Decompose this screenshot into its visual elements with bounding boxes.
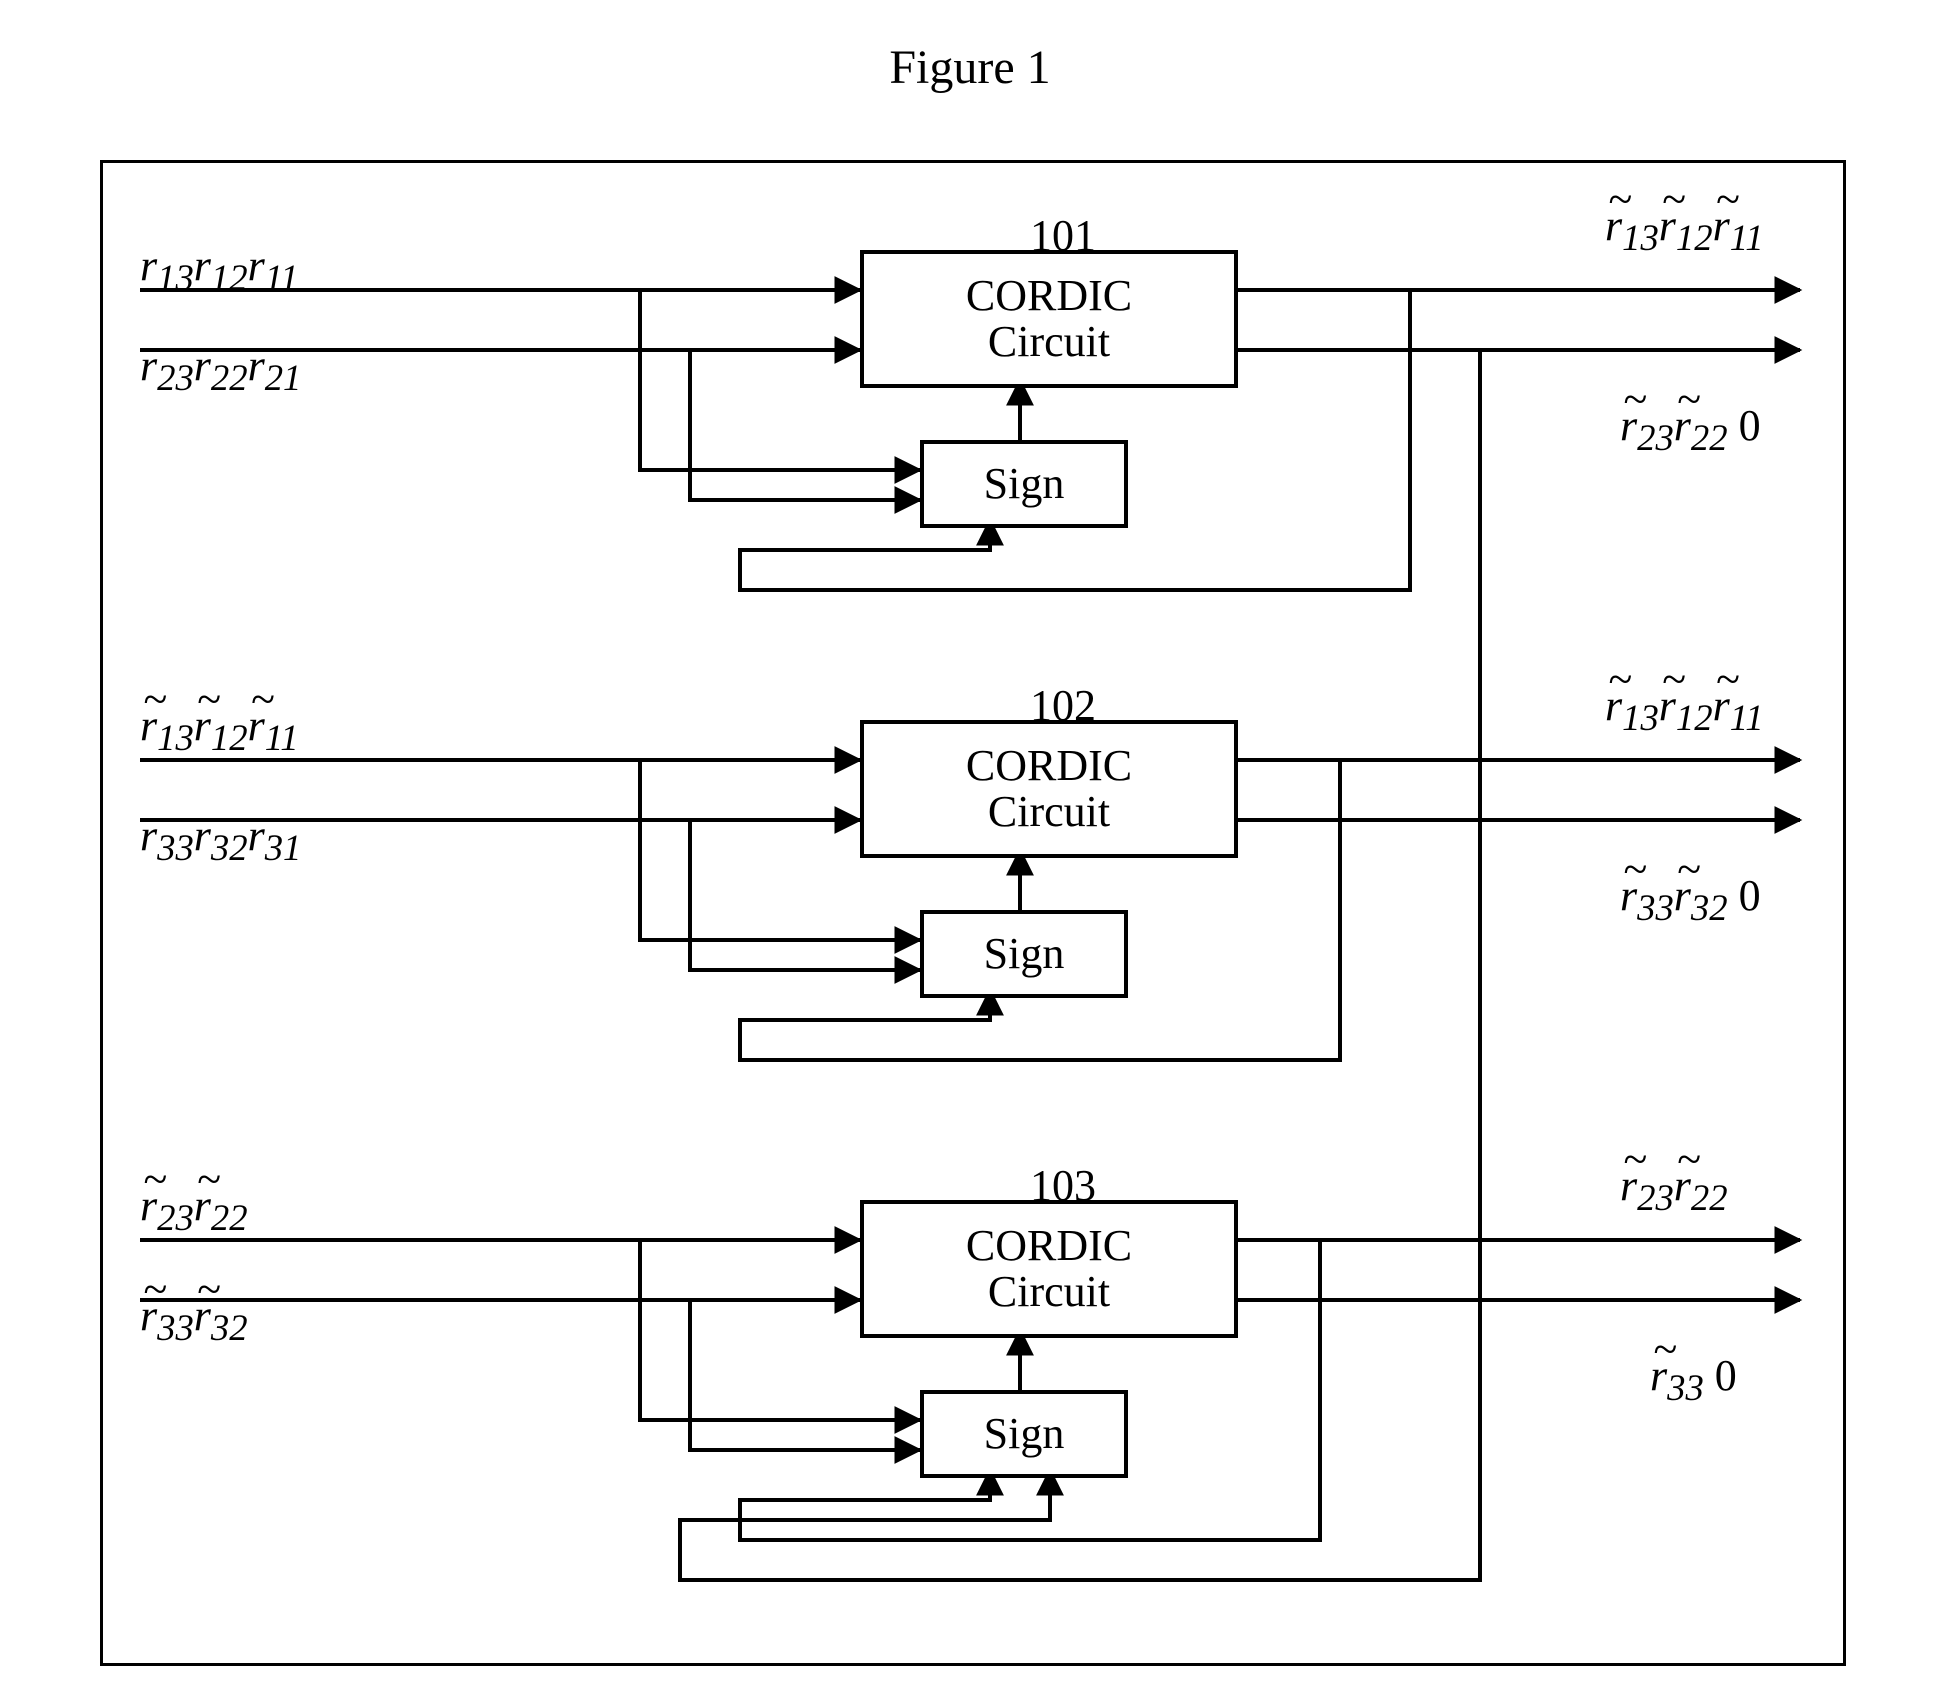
in-top-label-103: r23r22 (140, 1180, 248, 1239)
out-bot-label-101: r23r22 0 (1620, 400, 1761, 459)
in-bot-label-102: r33r32r31 (140, 810, 301, 869)
out-top-label-102: r13r12r11 (1605, 680, 1764, 739)
in-top-label-101: r13r12r11 (140, 240, 299, 299)
sign-block-103: Sign (920, 1390, 1128, 1478)
out-top-label-103: r23r22 (1620, 1160, 1728, 1219)
out-bot-label-103: r33 0 (1650, 1350, 1737, 1409)
in-bot-label-103: r33r32 (140, 1290, 248, 1349)
out-top-label-101: r13r12r11 (1605, 200, 1764, 259)
in-top-label-102: r13r12r11 (140, 700, 299, 759)
out-bot-label-102: r33r32 0 (1620, 870, 1761, 929)
cordic-block-103: CORDICCircuit (860, 1200, 1238, 1338)
sign-block-101: Sign (920, 440, 1128, 528)
cordic-block-101: CORDICCircuit (860, 250, 1238, 388)
in-bot-label-101: r23r22r21 (140, 340, 301, 399)
sign-block-102: Sign (920, 910, 1128, 998)
cordic-block-102: CORDICCircuit (860, 720, 1238, 858)
